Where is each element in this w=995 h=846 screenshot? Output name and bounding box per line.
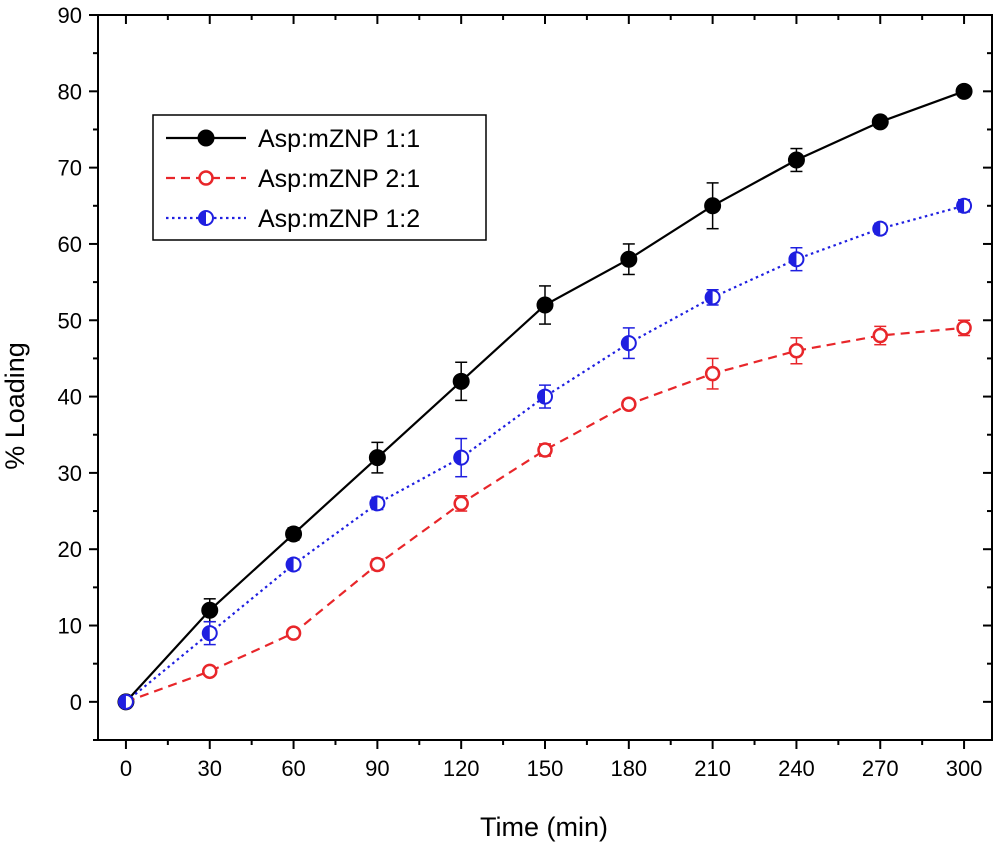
data-point [956, 320, 972, 336]
data-point [453, 495, 469, 512]
x-axis: 0 30 60 90 120 150 180 210 240 270 300 [120, 15, 983, 781]
series-2 [118, 319, 972, 710]
data-point [285, 625, 302, 641]
data-point [536, 296, 554, 314]
x-tick-label: 150 [527, 756, 564, 781]
series-line [125, 326, 965, 703]
x-tick-label: 60 [281, 756, 305, 781]
series-layer [117, 82, 973, 711]
data-point [787, 151, 805, 169]
data-point [872, 220, 889, 237]
marker-half-fill [538, 389, 545, 404]
legend: Asp:mZNP 1:1 Asp:mZNP 2:1 Asp:mZNP 1:2 [152, 114, 487, 241]
data-point [285, 525, 303, 543]
data-point [955, 82, 973, 100]
marker-half-fill [957, 198, 965, 213]
marker-half-fill [370, 496, 378, 511]
marker-half-fill [202, 626, 210, 641]
data-point [704, 197, 722, 215]
x-tick-label: 240 [778, 756, 815, 781]
y-tick-label: 70 [58, 156, 82, 181]
data-point [369, 556, 386, 573]
data-point [369, 495, 386, 512]
x-axis-title: Time (min) [480, 812, 608, 842]
x-tick-label: 90 [365, 756, 389, 781]
legend-label: Asp:mZNP 1:2 [258, 205, 420, 233]
x-tick-label: 30 [198, 756, 222, 781]
data-point [285, 556, 302, 573]
y-tick-label: 80 [58, 79, 82, 104]
marker-half-fill [199, 211, 206, 225]
y-tick-label: 0 [70, 690, 82, 715]
marker-half-fill [705, 290, 713, 305]
data-point [871, 113, 889, 131]
data-point [453, 449, 470, 466]
y-tick-label: 10 [58, 614, 82, 639]
data-point [704, 289, 721, 306]
data-point [620, 250, 638, 268]
x-tick-label: 270 [862, 756, 899, 781]
data-point [201, 625, 218, 642]
marker-half-fill [789, 252, 797, 267]
x-tick-label: 0 [120, 756, 132, 781]
y-axis: 0 10 20 30 40 50 60 70 80 90 [58, 3, 992, 741]
data-point [537, 388, 553, 405]
x-tick-label: 300 [946, 756, 983, 781]
data-point [201, 601, 219, 619]
y-tick-label: 40 [58, 385, 82, 410]
legend-marker [198, 210, 214, 226]
data-point [872, 327, 888, 344]
x-tick-label: 180 [610, 756, 647, 781]
data-point [788, 251, 805, 268]
marker-half-fill [621, 336, 629, 351]
marker-half-fill [454, 450, 462, 465]
legend-marker [198, 170, 214, 186]
x-tick-label: 210 [694, 756, 731, 781]
legend-marker [197, 129, 215, 147]
y-tick-label: 60 [58, 232, 82, 257]
y-tick-label: 90 [58, 3, 82, 28]
data-point [117, 693, 134, 710]
data-point [620, 335, 637, 352]
data-point [537, 442, 553, 458]
series-3 [117, 197, 973, 710]
data-point [621, 396, 637, 412]
data-point [202, 663, 218, 680]
y-tick-label: 20 [58, 537, 82, 562]
legend-label: Asp:mZNP 1:1 [258, 125, 420, 153]
y-axis-title: % Loading [0, 342, 30, 470]
marker-half-fill [118, 694, 126, 709]
legend-label: Asp:mZNP 2:1 [258, 165, 420, 193]
data-point [956, 197, 973, 214]
y-tick-label: 30 [58, 461, 82, 486]
data-point [704, 365, 721, 382]
data-point [788, 343, 805, 359]
y-tick-label: 50 [58, 308, 82, 333]
data-point [368, 449, 386, 467]
marker-half-fill [286, 557, 294, 572]
marker-half-fill [873, 221, 881, 236]
data-point [452, 372, 470, 390]
x-tick-label: 120 [443, 756, 480, 781]
series-line [125, 204, 965, 703]
